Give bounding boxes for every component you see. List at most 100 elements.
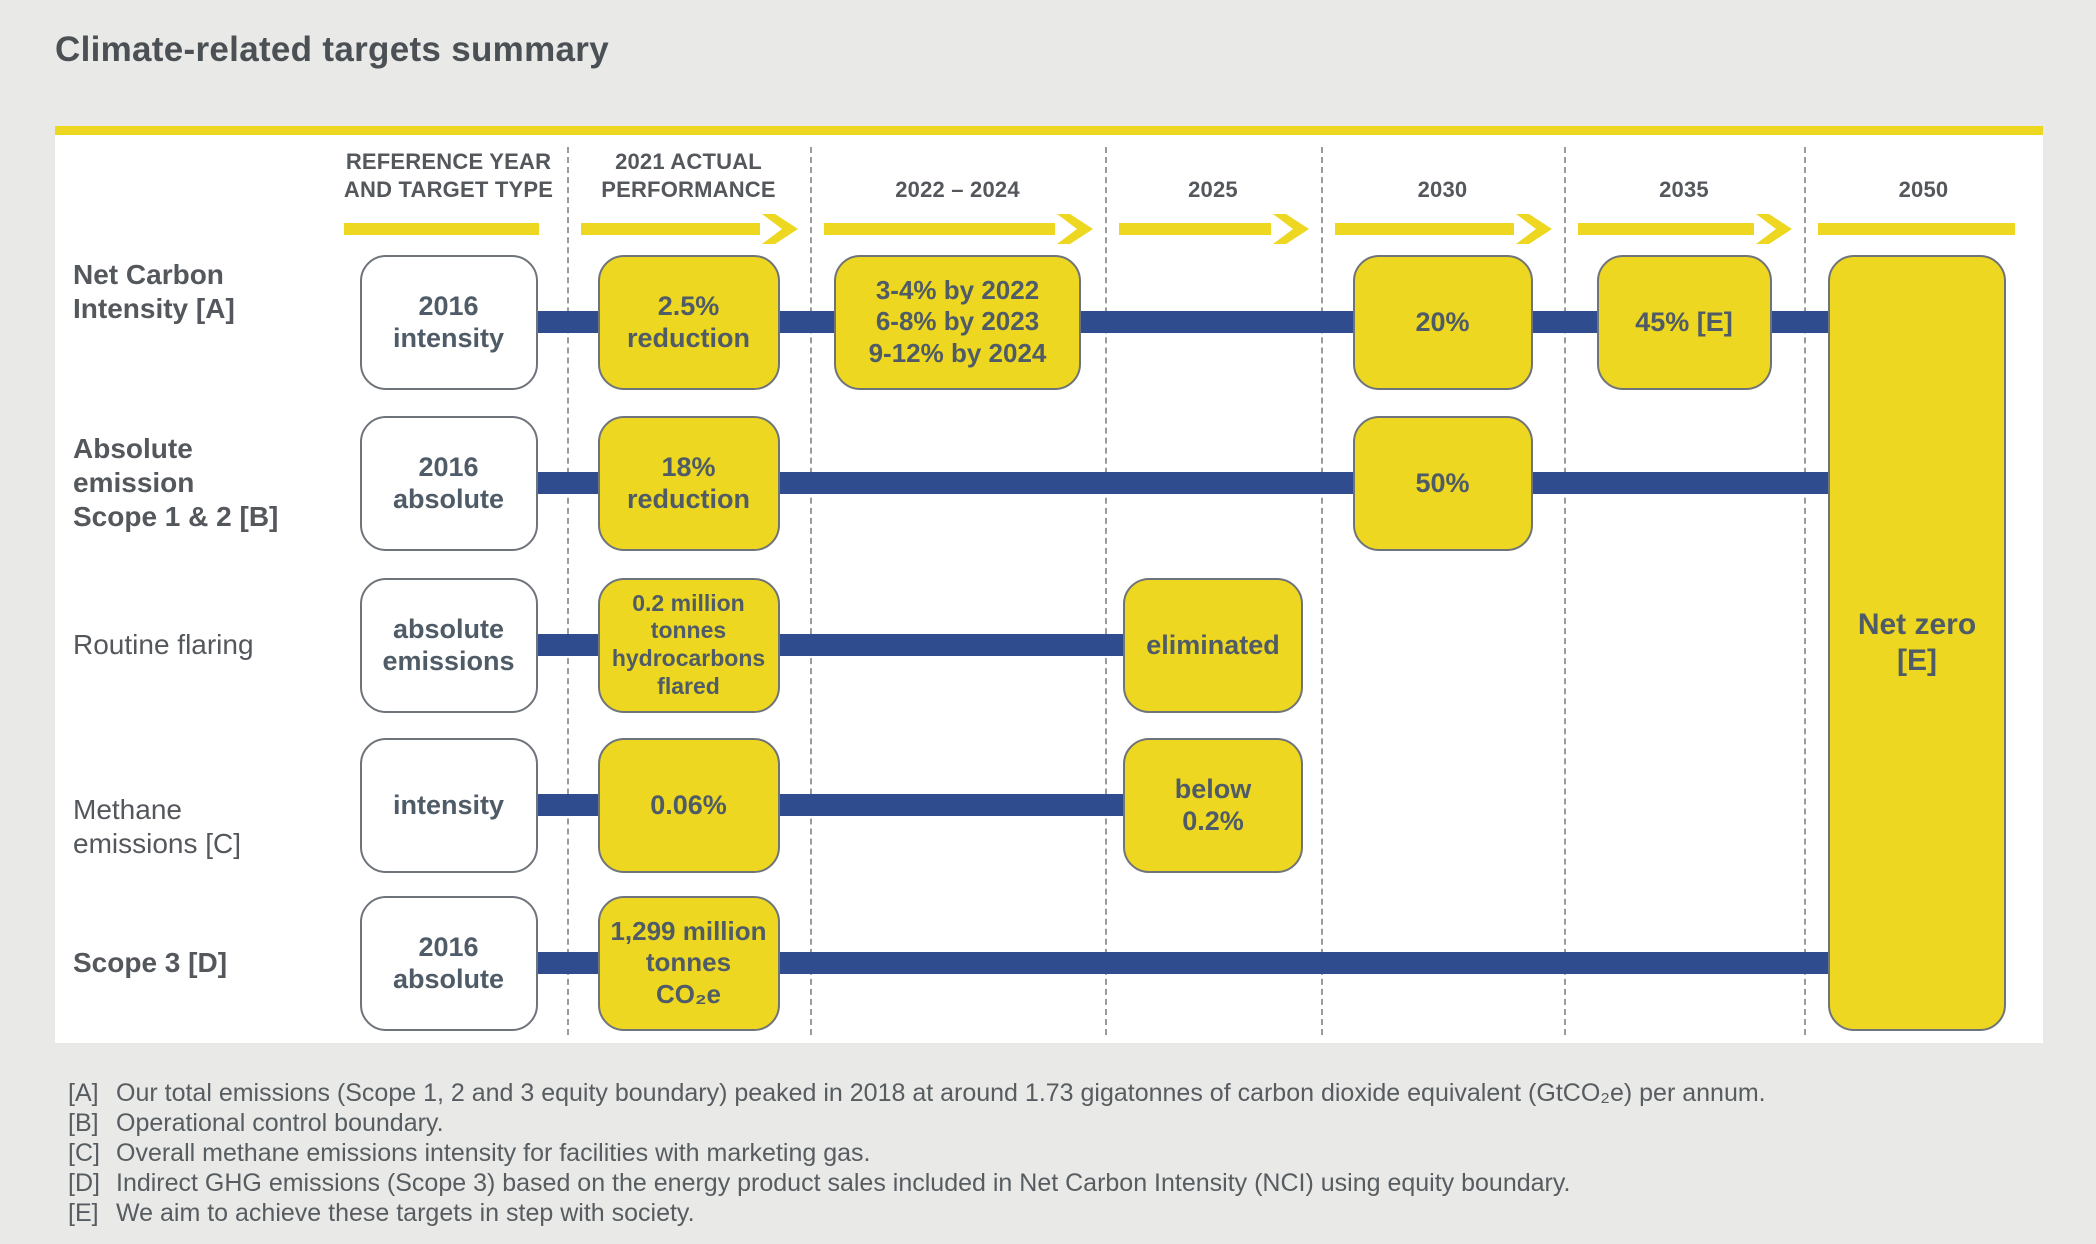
text-line: 9-12% by 2024 — [868, 337, 1047, 368]
column-header-line: 2050 — [1898, 177, 1949, 203]
text-line: 45% [E] — [1635, 306, 1733, 337]
footnote-tag: [E] — [68, 1199, 99, 1227]
target-box-net-carbon-intensity-y2022_24: 3-4% by 2022 6-8% by 2023 9-12% by 2024 — [834, 254, 1081, 390]
timeline-bar-y2050 — [1818, 223, 2015, 235]
footnotes: [A] Our total emissions (Scope 1, 2 and 3… — [68, 1078, 2048, 1228]
timeline-arrow-y2025 — [1119, 223, 1271, 235]
footnote-text: Indirect GHG emissions (Scope 3) based o… — [116, 1169, 1571, 1197]
dashed-column-divider — [1564, 147, 1566, 1035]
text-line: tonnes — [650, 617, 727, 644]
footnote-text: Overall methane emissions intensity for … — [116, 1139, 871, 1167]
text-line: Intensity [A] — [73, 293, 235, 324]
text-line: absolute — [392, 613, 505, 644]
text-line: 2.5% — [657, 290, 720, 321]
text-line: 1,299 million — [610, 916, 767, 947]
row-label-routine-flaring: Routine flaring — [73, 628, 325, 662]
target-box-absolute-emission-scope-1-2-y2021: 18% reduction — [597, 415, 780, 551]
target-box-scope-3-y2021: 1,299 million tonnes CO₂e — [597, 895, 780, 1031]
reference-box-absolute-emission-scope-1-2: 2016 absolute — [359, 415, 538, 551]
target-box-net-carbon-intensity-y2030: 20% — [1352, 254, 1533, 390]
text-line: hydrocarbons — [611, 645, 766, 671]
footnote-tag: [B] — [68, 1109, 99, 1137]
text-line: 20% — [1415, 306, 1470, 337]
target-box-methane-emissions-y2021: 0.06% — [597, 737, 780, 873]
column-header-line: PERFORMANCE — [601, 177, 776, 203]
text-line: Methane — [73, 793, 182, 825]
column-header-y2021: 2021 ACTUAL PERFORMANCE — [567, 139, 810, 205]
text-line: 18% — [661, 451, 716, 482]
arrowhead-icon — [1516, 213, 1552, 250]
text-line: CO₂e — [655, 978, 721, 1009]
text-line: 2016 — [418, 931, 479, 962]
text-line: Absolute — [73, 432, 193, 464]
arrowhead-icon — [1057, 213, 1093, 250]
target-box-methane-emissions-y2025: below 0.2% — [1123, 737, 1303, 873]
timeline-arrow-y2022_24 — [824, 223, 1055, 235]
text-line: 2016 — [418, 451, 479, 482]
reference-box-methane-emissions: intensity — [359, 737, 538, 873]
column-header-y2022_24: 2022 – 2024 — [810, 139, 1105, 205]
text-line: emission — [73, 466, 195, 498]
text-line: Scope 3 [D] — [73, 946, 228, 978]
target-box-net-carbon-intensity-y2035: 45% [E] — [1596, 254, 1772, 390]
timeline-line-scope-3 — [535, 952, 1832, 974]
timeline-arrow-y2030 — [1335, 223, 1514, 235]
column-header-line: 2025 — [1188, 177, 1238, 203]
text-line: Net Carbon — [73, 258, 224, 290]
column-header-line: REFERENCE YEAR — [345, 148, 552, 174]
column-header-ref: REFERENCE YEAR AND TARGET TYPE — [330, 139, 567, 205]
footnote-e: [E] We aim to achieve these targets in st… — [68, 1198, 2048, 1228]
text-line: Routine flaring — [73, 628, 254, 660]
column-header-line: 2022 – 2024 — [895, 177, 1020, 203]
text-line: absolute — [392, 964, 505, 994]
column-header-y2035: 2035 — [1564, 139, 1804, 205]
target-box-absolute-emission-scope-1-2-y2030: 50% — [1352, 415, 1533, 551]
row-label-absolute-emission-scope-1-2: Absolute emission Scope 1 & 2 [B] — [73, 432, 325, 534]
row-label-methane-emissions: Methane emissions [C] — [73, 793, 325, 861]
footnote-tag: [C] — [68, 1139, 100, 1167]
footnote-c: [C] Overall methane emissions intensity f… — [68, 1138, 2048, 1168]
column-header-y2030: 2030 — [1321, 139, 1564, 205]
text-line: emissions — [382, 646, 515, 676]
footnote-d: [D] Indirect GHG emissions (Scope 3) base… — [68, 1168, 2048, 1198]
text-line: emissions [C] — [73, 828, 242, 859]
net-zero-box: Net zero [E] — [1828, 255, 2006, 1031]
text-line: 0.2% — [1182, 806, 1244, 836]
arrowhead-icon — [762, 213, 798, 250]
text-line: 3-4% by 2022 — [875, 275, 1040, 306]
dashed-column-divider — [567, 147, 569, 1035]
text-line: Net zero — [1857, 608, 1977, 641]
column-header-y2050: 2050 — [1804, 139, 2043, 205]
reference-box-net-carbon-intensity: 2016 intensity — [359, 254, 538, 390]
target-box-routine-flaring-y2025: eliminated — [1123, 577, 1303, 713]
column-header-y2025: 2025 — [1105, 139, 1321, 205]
text-line: intensity — [392, 789, 505, 820]
reference-box-scope-3: 2016 absolute — [359, 895, 538, 1031]
text-line: [E] — [1897, 644, 1937, 677]
footnote-b: [B] Operational control boundary. — [68, 1108, 2048, 1138]
timeline-bar-ref — [344, 223, 539, 235]
footnote-tag: [A] — [68, 1079, 99, 1107]
column-header-line: 2021 ACTUAL — [615, 148, 762, 174]
text-line: flared — [657, 672, 720, 699]
text-line: 50% — [1415, 467, 1470, 498]
text-line: 2016 — [418, 290, 479, 321]
arrowhead-icon — [1756, 213, 1792, 250]
text-line: reduction — [626, 323, 750, 353]
targets-timeline-diagram: REFERENCE YEAR AND TARGET TYPE 2021 ACTUAL… — [55, 135, 2043, 1043]
timeline-arrow-y2035 — [1578, 223, 1754, 235]
text-line: 0.2 million — [632, 589, 745, 616]
text-line: below — [1174, 773, 1252, 804]
column-header-line: 2035 — [1659, 177, 1709, 203]
dashed-column-divider — [1321, 147, 1323, 1035]
timeline-arrow-y2021 — [581, 223, 760, 235]
text-line: eliminated — [1146, 629, 1280, 660]
footnote-text: Operational control boundary. — [116, 1109, 444, 1137]
text-line: absolute — [392, 484, 505, 514]
title-underline-rule — [55, 126, 2043, 135]
page-title: Climate-related targets summary — [55, 30, 609, 69]
text-line: reduction — [626, 484, 750, 514]
target-box-net-carbon-intensity-y2021: 2.5% reduction — [597, 254, 780, 390]
reference-box-routine-flaring: absolute emissions — [359, 577, 538, 713]
